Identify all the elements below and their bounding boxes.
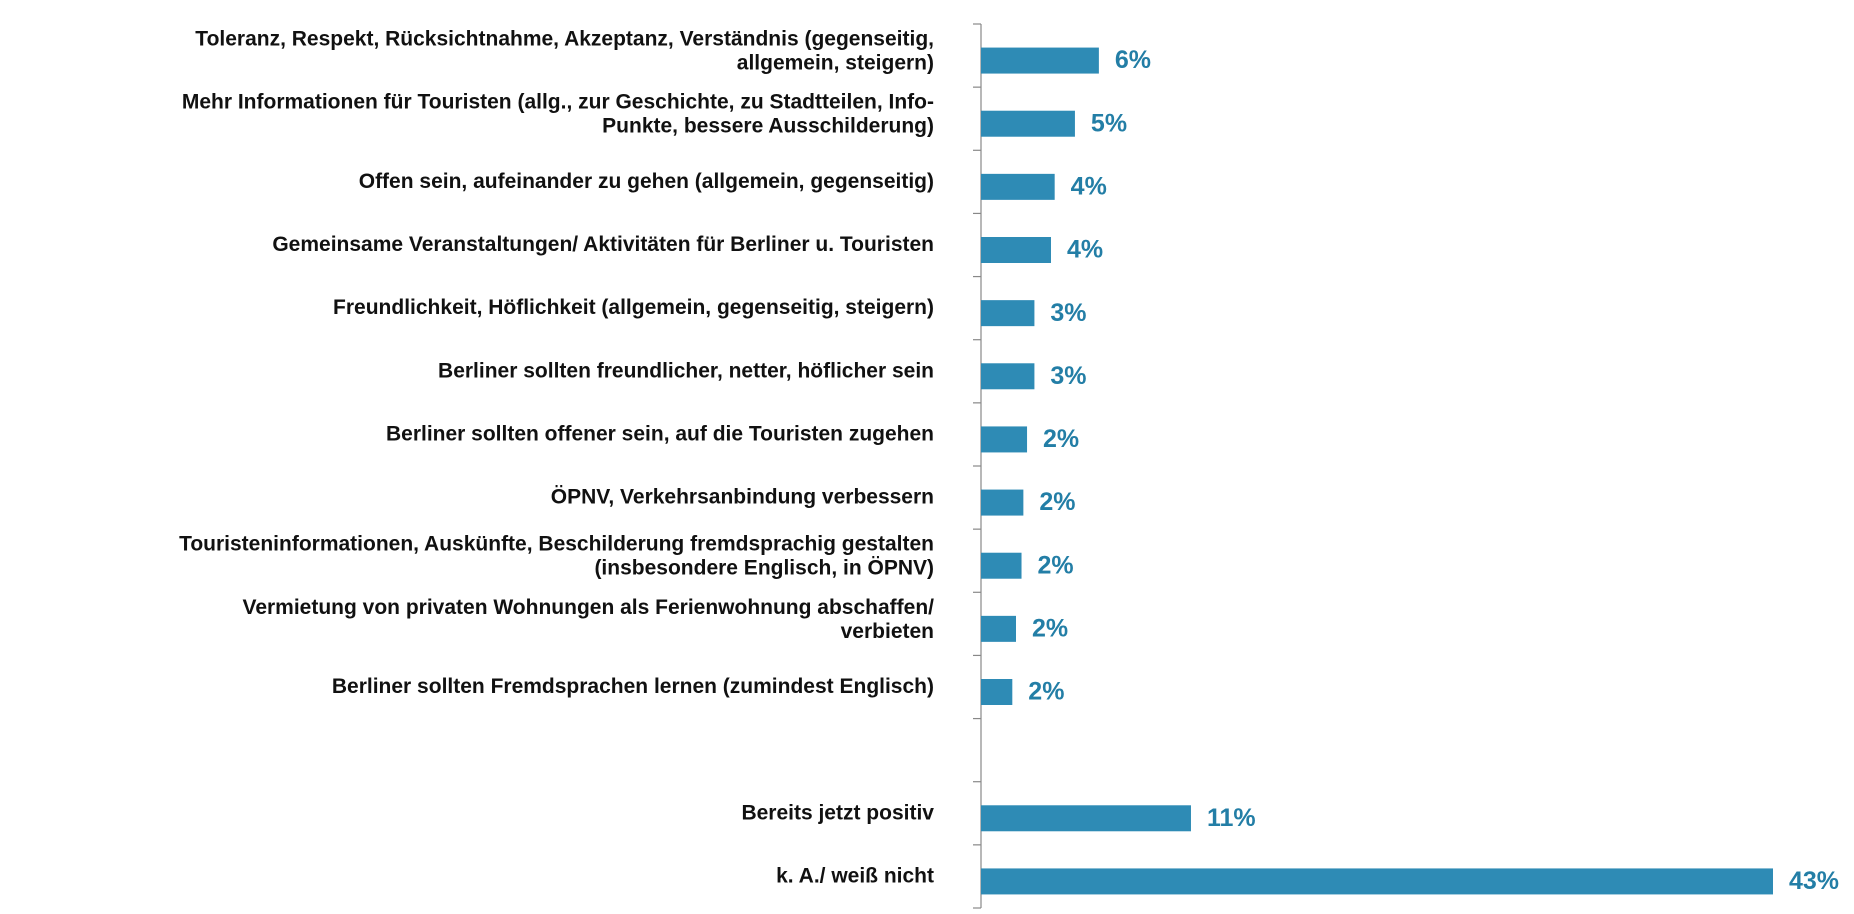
category-label: Touristeninformationen, Auskünfte, Besch… <box>179 532 934 579</box>
bar <box>981 173 1055 200</box>
bar <box>981 805 1191 832</box>
category-label: Offen sein, aufeinander zu gehen (allgem… <box>359 169 934 192</box>
bar <box>981 868 1773 895</box>
bar <box>981 679 1013 705</box>
category-label: Vermietung von privaten Wohnungen als Fe… <box>242 595 934 642</box>
category-label: Berliner sollten offener sein, auf die T… <box>386 422 934 445</box>
category-label: Mehr Informationen für Touristen (allg.,… <box>182 90 934 137</box>
bar <box>981 363 1035 390</box>
value-label: 4% <box>1071 172 1107 200</box>
value-label: 3% <box>1050 299 1086 327</box>
category-label: Berliner sollten Fremdsprachen lernen (z… <box>332 675 934 698</box>
bar <box>981 426 1028 453</box>
category-label: Freundlichkeit, Höflichkeit (allgemein, … <box>333 296 934 319</box>
bar <box>981 47 1099 74</box>
bar <box>981 552 1022 579</box>
value-label: 43% <box>1789 867 1839 895</box>
bar <box>981 615 1016 642</box>
bar <box>981 489 1024 516</box>
bar <box>981 237 1051 263</box>
bar <box>981 110 1075 137</box>
value-label: 2% <box>1039 488 1075 516</box>
category-label: ÖPNV, Verkehrsanbindung verbessern <box>551 485 934 508</box>
bar <box>981 300 1035 327</box>
category-label: Toleranz, Respekt, Rücksichtnahme, Akzep… <box>195 27 934 74</box>
category-label: Bereits jetzt positiv <box>741 801 934 824</box>
value-label: 2% <box>1038 551 1074 579</box>
category-label: Berliner sollten freundlicher, netter, h… <box>438 359 934 382</box>
value-label: 5% <box>1091 109 1127 137</box>
category-label: k. A./ weiß nicht <box>776 864 934 887</box>
value-label: 11% <box>1207 804 1256 832</box>
value-label: 6% <box>1115 46 1151 74</box>
value-label: 4% <box>1067 236 1103 264</box>
value-label: 2% <box>1032 614 1068 642</box>
value-label: 3% <box>1050 362 1086 390</box>
value-label: 2% <box>1028 678 1064 706</box>
value-label: 2% <box>1043 425 1079 453</box>
category-label: Gemeinsame Veranstaltungen/ Aktivitäten … <box>272 233 934 256</box>
